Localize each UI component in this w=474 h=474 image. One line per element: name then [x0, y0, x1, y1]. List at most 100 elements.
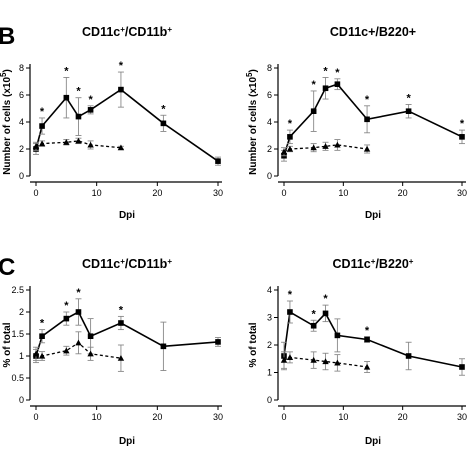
data-point-triangle — [87, 350, 94, 357]
significance-star: * — [119, 304, 124, 316]
y-axis-label: % of total — [2, 322, 13, 367]
significance-star: * — [40, 318, 45, 330]
data-point-square — [39, 333, 45, 339]
series-line-dashed — [35, 341, 121, 359]
x-tick-label: 20 — [398, 188, 408, 198]
data-point-triangle — [75, 137, 82, 144]
chart-title: CD11c+/CD11b+ — [82, 25, 172, 40]
data-point-triangle — [334, 359, 341, 366]
y-tick-label: 0.5 — [11, 373, 24, 383]
series-line-solid — [35, 310, 219, 357]
x-axis-label: Dpi — [365, 210, 381, 221]
y-tick-label: 1 — [19, 351, 24, 361]
y-tick-label: 8 — [267, 63, 272, 73]
data-point-triangle — [38, 140, 46, 147]
significance-star: * — [288, 118, 293, 130]
data-point-triangle — [117, 144, 125, 151]
data-point-triangle — [334, 141, 341, 148]
data-point-square — [334, 332, 341, 339]
chart-title-sup: + — [371, 257, 376, 266]
chart-title: CD11c+/B220+ — [333, 257, 414, 272]
y-tick-label: 4 — [267, 117, 272, 127]
y-tick-label: 8 — [19, 63, 24, 73]
data-point-triangle — [322, 143, 329, 149]
data-point-square — [405, 353, 412, 359]
data-point-triangle — [280, 356, 288, 363]
data-point-square — [459, 134, 465, 140]
significance-star: * — [365, 325, 370, 337]
data-point-square — [364, 336, 370, 343]
significance-star: * — [312, 79, 317, 91]
x-tick-label: 30 — [457, 412, 467, 422]
data-point-square — [118, 86, 124, 93]
y-tick-label: 2 — [19, 144, 24, 154]
data-point-square — [215, 339, 221, 345]
y-axis-label-sup: 5 — [0, 72, 8, 77]
data-point-triangle — [75, 339, 82, 346]
x-axis-label: Dpi — [119, 436, 135, 447]
y-axis-label-main: Number of cells (x10 — [2, 77, 13, 175]
x-axis-label: Dpi — [365, 436, 381, 447]
significance-star: * — [76, 86, 81, 98]
data-point-square — [63, 94, 70, 101]
chart-title-sup: + — [167, 257, 172, 266]
significance-star: * — [64, 65, 69, 77]
data-point-square — [39, 123, 45, 129]
chart-title-main: CD11c — [82, 25, 120, 39]
significance-star: * — [335, 67, 340, 79]
x-tick-label: 30 — [457, 188, 467, 198]
data-point-square — [75, 309, 82, 315]
y-tick-label: 2 — [267, 144, 272, 154]
y-tick-label: 2 — [267, 340, 272, 350]
data-point-square — [75, 113, 82, 120]
x-tick-label: 0 — [33, 188, 38, 198]
data-point-triangle — [286, 145, 294, 152]
chart-title-mid: /B220 — [375, 257, 408, 271]
data-point-square — [364, 116, 370, 123]
panel-label-b: B — [0, 23, 15, 50]
x-tick-label: 20 — [152, 412, 162, 422]
panel-label-c: C — [0, 254, 15, 281]
data-point-square — [310, 322, 317, 329]
y-axis-label: % of total — [248, 322, 259, 367]
y-tick-label: 0 — [19, 171, 24, 181]
data-point-triangle — [363, 363, 371, 370]
y-axis-label-main: % of total — [248, 322, 259, 367]
data-point-triangle — [322, 358, 329, 365]
chart-title-sup: + — [120, 25, 125, 34]
x-tick-label: 10 — [338, 412, 348, 422]
data-point-square — [118, 320, 124, 326]
x-tick-label: 10 — [92, 188, 102, 198]
y-tick-label: 6 — [19, 90, 24, 100]
x-tick-label: 30 — [213, 188, 223, 198]
significance-star: * — [460, 118, 465, 130]
data-point-triangle — [32, 350, 40, 357]
data-point-square — [87, 107, 94, 113]
data-point-square — [405, 108, 412, 114]
data-point-triangle — [32, 143, 40, 149]
y-tick-label: 2 — [19, 307, 24, 317]
data-point-square — [322, 85, 329, 92]
data-point-square — [459, 364, 465, 370]
y-tick-label: 3 — [267, 313, 272, 323]
x-tick-label: 20 — [398, 412, 408, 422]
x-tick-label: 10 — [338, 188, 348, 198]
data-point-triangle — [310, 144, 317, 151]
y-tick-label: 0 — [267, 171, 272, 181]
chart-title-main: CD11c+/B220+ — [330, 25, 416, 39]
data-point-triangle — [280, 148, 288, 155]
chart-title-sup: + — [409, 257, 414, 266]
significance-star: * — [88, 94, 93, 106]
y-tick-label: 1.5 — [11, 329, 24, 339]
chart-title-mid: /CD11b — [125, 257, 168, 271]
data-point-square — [334, 81, 341, 87]
x-tick-label: 0 — [281, 188, 286, 198]
y-tick-label: 0 — [19, 395, 24, 405]
y-tick-label: 0 — [267, 395, 272, 405]
significance-star: * — [365, 94, 370, 106]
significance-star: * — [406, 92, 411, 104]
data-point-triangle — [38, 352, 46, 359]
